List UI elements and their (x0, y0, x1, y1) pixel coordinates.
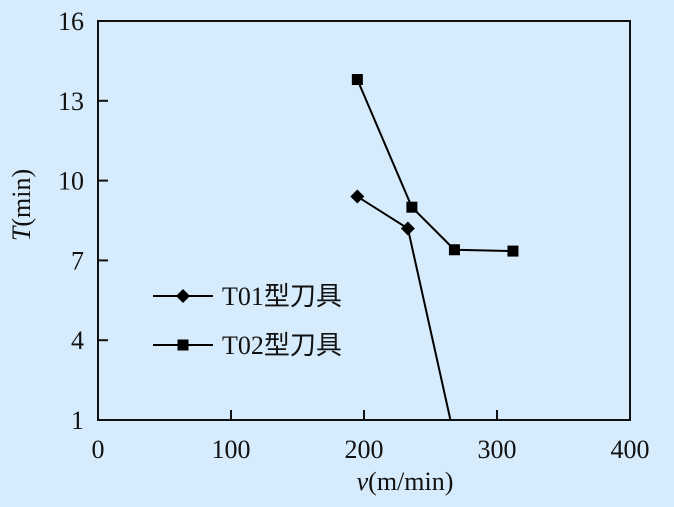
x-tick-label: 200 (345, 435, 384, 464)
x-axis-title: v(m/min) (357, 467, 454, 496)
plot-area (97, 20, 631, 421)
x-axis-ticks: 0 100 200 300 400 (92, 410, 650, 464)
x-tick-label: 100 (212, 435, 251, 464)
y-axis-unit: (min) (7, 169, 36, 227)
x-tick-label: 0 (92, 435, 105, 464)
series-2-point (448, 244, 460, 256)
y-axis-variable: T (7, 225, 36, 241)
y-tick-label: 4 (71, 326, 84, 355)
series-layer (350, 74, 519, 421)
legend: T01型刀具 T02型刀具 (153, 282, 342, 360)
series-1-point (400, 221, 415, 236)
legend-marker (176, 289, 190, 303)
y-axis-title: T(min) (7, 169, 36, 241)
series-2-point (406, 201, 418, 213)
y-tick-label: 7 (71, 246, 84, 275)
series-1-point (350, 189, 365, 204)
x-axis-variable: v (357, 467, 369, 496)
legend-label: T02型刀具 (222, 331, 342, 360)
legend-label: T01型刀具 (222, 282, 342, 311)
y-tick-label: 10 (58, 167, 84, 196)
y-axis-ticks: 1 4 7 10 13 16 (58, 7, 108, 435)
series-2-point (507, 245, 519, 257)
series-2-point (351, 74, 363, 86)
legend-marker (177, 339, 189, 351)
x-axis-unit: (m/min) (368, 467, 453, 496)
y-tick-label: 16 (58, 7, 84, 36)
y-tick-label: 1 (71, 406, 84, 435)
x-tick-label: 300 (478, 435, 517, 464)
y-tick-label: 13 (58, 87, 84, 116)
x-tick-label: 400 (611, 435, 650, 464)
series-line-2 (356, 79, 513, 253)
